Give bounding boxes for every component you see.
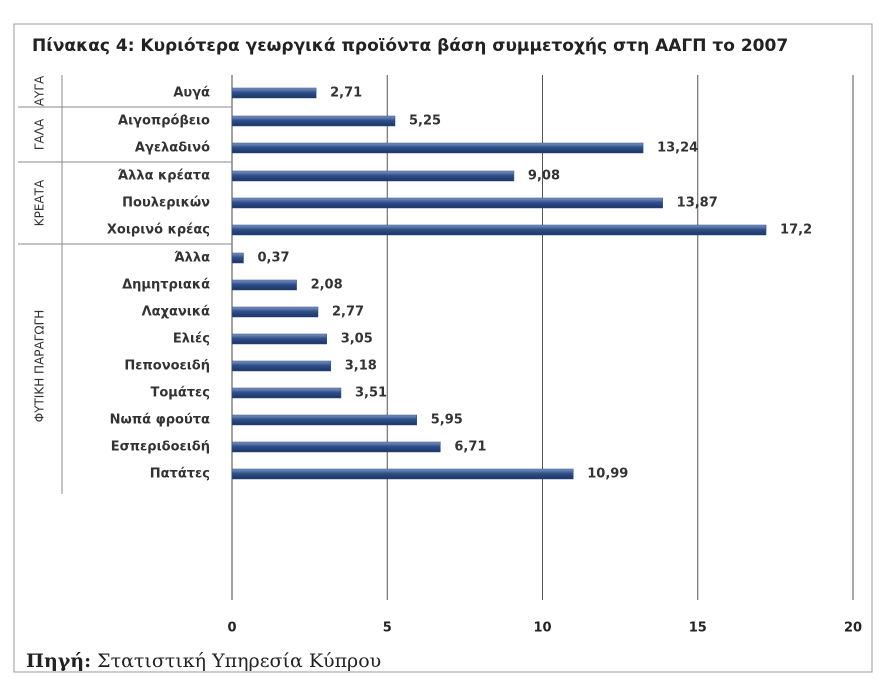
value-label: 13,24: [657, 141, 698, 156]
category-label: Αιγοπρόβειο: [118, 114, 210, 129]
bar: [231, 224, 767, 236]
category-label: Άλλα: [174, 251, 210, 266]
value-label: 5,25: [409, 114, 441, 129]
value-label: 2,71: [330, 86, 362, 101]
source: Πηγή: Στατιστική Υπηρεσία Κύπρου: [26, 650, 381, 672]
category-label: Νωπά φρούτα: [110, 413, 210, 428]
x-tick-label: 0: [227, 621, 236, 636]
value-label: 9,08: [528, 169, 560, 184]
value-label: 17,2: [780, 223, 812, 238]
source-text: Στατιστική Υπηρεσία Κύπρου: [97, 650, 381, 672]
bar: [231, 468, 574, 480]
value-label: 2,77: [332, 305, 364, 320]
bar: [231, 142, 644, 154]
category-label: Πατάτες: [150, 467, 210, 482]
value-label: 3,18: [345, 359, 377, 374]
value-label: 5,95: [431, 413, 463, 428]
bar: [231, 414, 417, 426]
category-label: Εσπεριδοειδή: [111, 440, 210, 455]
x-tick-label: 15: [689, 621, 707, 636]
value-label: 13,87: [677, 196, 718, 211]
x-tick-label: 5: [383, 621, 392, 636]
category-label: Πουλερικών: [122, 196, 210, 211]
bar: [231, 87, 317, 99]
category-label: Τομάτες: [150, 386, 210, 401]
chart-title: Πίνακας 4: Κυριότερα γεωργικά προϊόντα β…: [32, 36, 788, 56]
category-label: Δημητριακά: [122, 278, 210, 293]
bar: [231, 360, 331, 372]
frame: [13, 23, 873, 673]
bar: [231, 441, 441, 453]
value-label: 6,71: [454, 440, 486, 455]
category-label: Άλλα κρέατα: [118, 169, 210, 184]
source-label: Πηγή:: [26, 650, 91, 672]
value-label: 3,05: [341, 332, 373, 347]
bar: [231, 306, 319, 318]
value-label: 2,08: [311, 278, 343, 293]
value-label: 0,37: [257, 251, 289, 266]
bar: [231, 197, 663, 209]
category-label: Αυγά: [173, 86, 210, 101]
x-tick-label: 20: [844, 621, 862, 636]
group-label: ΦΥΤΙΚΗ ΠΑΡΑΓΩΓΗ: [33, 310, 47, 423]
bar: [231, 170, 515, 182]
bar: [231, 279, 297, 291]
category-label: Ελιές: [173, 332, 210, 347]
bar: [231, 115, 396, 127]
group-label: ΚΡΕΑΤΑ: [33, 179, 47, 226]
group-label: ΓΑΛΑ: [33, 118, 47, 150]
category-label: Λαχανικά: [142, 305, 210, 320]
group-label: ΑΥΓΑ: [33, 75, 47, 106]
value-label: 10,99: [587, 467, 628, 482]
bar: [231, 252, 244, 264]
bar: [231, 333, 327, 345]
category-label: Πεπονοειδή: [124, 359, 210, 374]
x-tick-label: 10: [533, 621, 551, 636]
bar: [231, 387, 342, 399]
category-label: Αγελαδινό: [135, 141, 210, 156]
value-label: 3,51: [355, 386, 387, 401]
category-label: Χοιρινό κρέας: [107, 223, 210, 238]
